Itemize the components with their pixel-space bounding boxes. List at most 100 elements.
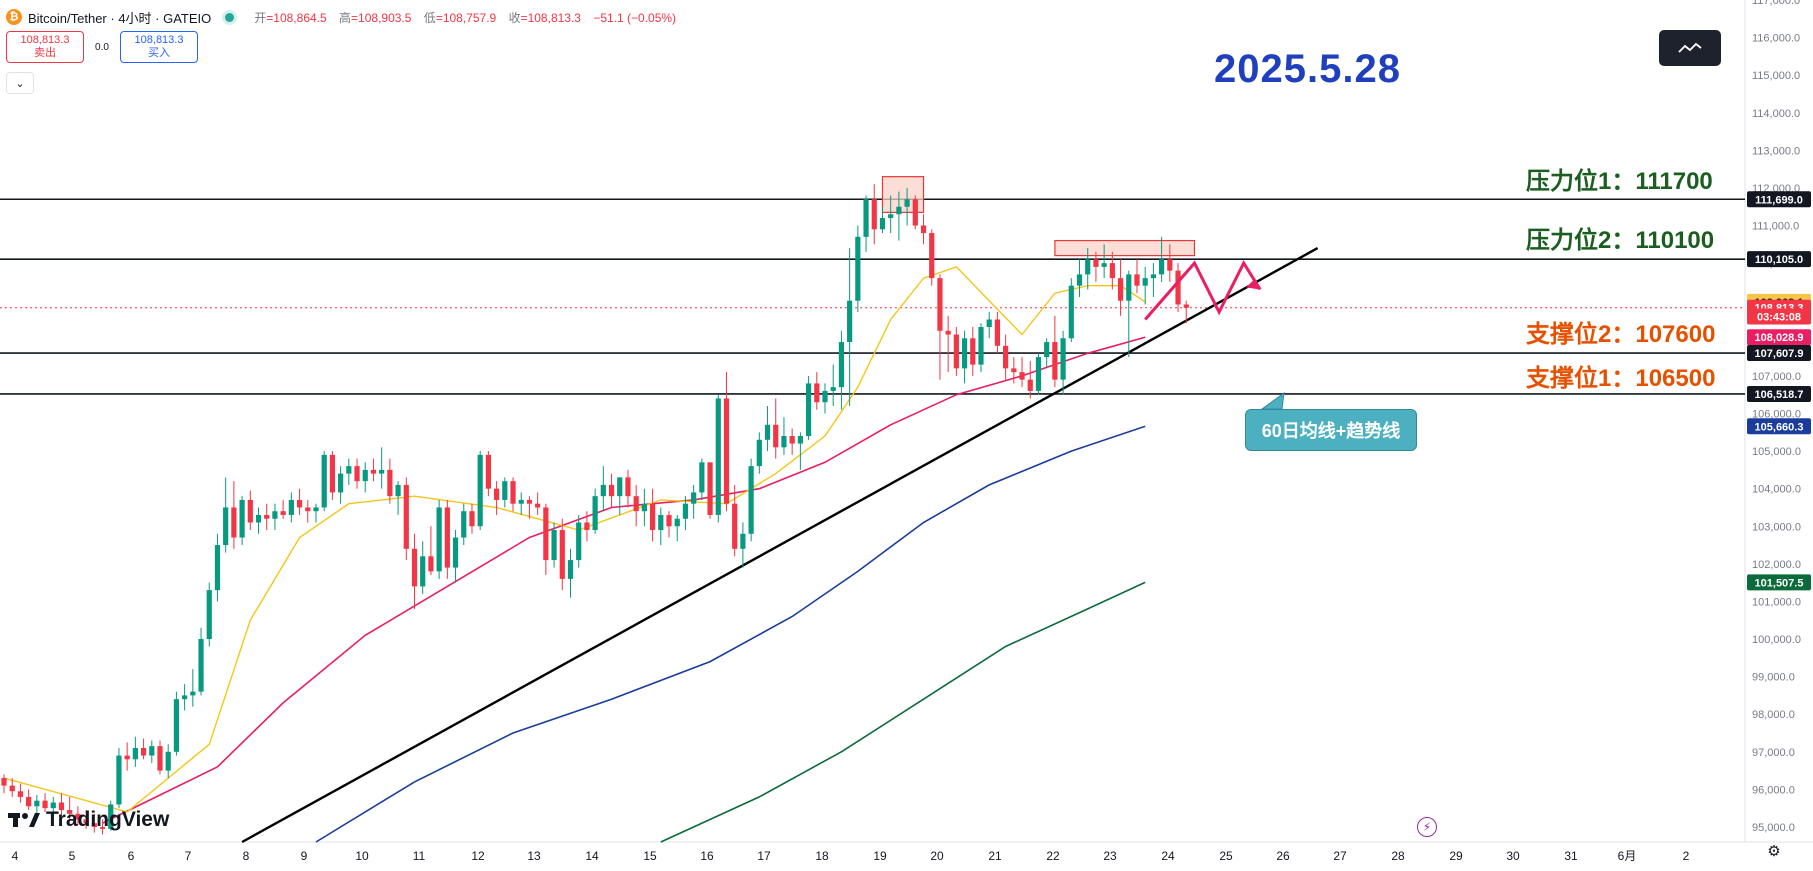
candle-body (1044, 342, 1050, 358)
candle-body (707, 462, 713, 515)
y-tick-label: 98,000.0 (1752, 709, 1795, 721)
candle-body (321, 454, 327, 508)
x-tick-label: 10 (355, 849, 369, 863)
x-tick-label: 15 (643, 849, 657, 863)
open-value: =108,864.5 (266, 10, 327, 25)
ma-mid-line (102, 336, 1146, 824)
candle-body (477, 454, 483, 527)
candle-body (912, 199, 918, 226)
price-tag-box (1747, 308, 1811, 325)
price-tag-box (1747, 345, 1811, 362)
candle-body (108, 804, 114, 829)
support-2-label: 支撑位2：107600 (1526, 321, 1716, 348)
candle-body (994, 319, 1001, 346)
lightning-icon[interactable]: ⚡ (1417, 817, 1437, 837)
candle-body (723, 398, 730, 504)
market-open-status-icon (225, 12, 235, 22)
x-tick-label: 26 (1276, 849, 1290, 863)
candle-body (1159, 259, 1165, 275)
x-tick-label: 17 (757, 849, 771, 863)
candle-body (904, 199, 910, 207)
price-tag-box (1747, 385, 1811, 402)
price-tag-label: 108,028.9 (1755, 332, 1804, 344)
candle-body (444, 507, 450, 568)
candle-body (699, 462, 705, 493)
candle-body (165, 751, 171, 771)
x-tick-label: 28 (1391, 849, 1405, 863)
gear-icon[interactable]: ⚙ (1767, 843, 1781, 860)
candle-body (1175, 270, 1181, 305)
candle-body (1011, 368, 1017, 373)
ma60-trendline-callout: 60日均线+趋势线 (1245, 409, 1417, 451)
y-tick-label: 114,000.0 (1752, 108, 1800, 120)
chart-style-button[interactable] (1659, 30, 1721, 66)
candle-body (1019, 372, 1025, 380)
collapse-legend-button[interactable]: ⌄ (6, 72, 34, 94)
candle-body (1150, 274, 1156, 279)
candle-body (75, 813, 81, 820)
candle-body (1035, 357, 1042, 391)
x-tick-label: 20 (930, 849, 944, 863)
resistance-1-label: 压力位1：111700 (1526, 168, 1713, 195)
x-tick-label: 24 (1161, 849, 1175, 863)
support-1-label: 支撑位1：106500 (1526, 365, 1716, 392)
chart-date-title: 2025.5.28 (1214, 47, 1401, 91)
candle-body (732, 503, 738, 549)
close-value: =108,813.3 (520, 10, 581, 25)
y-tick-label: 105,000.0 (1752, 446, 1801, 458)
candle-body (896, 206, 902, 215)
candle-body (362, 469, 368, 482)
price-tag-box (1747, 418, 1811, 435)
candle-body (395, 484, 401, 497)
tradingview-wordmark: TradingView (46, 808, 170, 831)
x-tick-label: 14 (585, 849, 599, 863)
candle-body (773, 424, 779, 448)
candle-body (354, 466, 360, 482)
candle-body (600, 484, 606, 497)
candle-body (485, 454, 491, 489)
candle-body (584, 522, 590, 531)
ma-short-line (3, 266, 1146, 813)
trendline[interactable] (241, 247, 1319, 844)
candle-body (649, 503, 656, 531)
candle-body (436, 507, 442, 572)
candle-body (617, 477, 623, 497)
candle-body (929, 233, 935, 279)
price-tag-label: 03:43:08 (1757, 312, 1801, 324)
sell-button[interactable]: 108,813.3 卖出 (6, 31, 84, 63)
tradingview-logo[interactable]: TradingView (8, 808, 169, 832)
ma-long-line (315, 425, 1146, 843)
candle-body (559, 530, 565, 579)
ohlc-readout: 开=108,864.5 高=108,903.5 低=108,757.9 收=10… (254, 9, 676, 26)
candle-body (379, 469, 385, 474)
candle-body (1183, 304, 1189, 308)
price-tag-label: 107,607.9 (1755, 348, 1804, 360)
candle-body (231, 507, 237, 538)
resistance-zone-box[interactable] (1054, 239, 1196, 257)
candle-body (970, 338, 976, 365)
open-label: 开 (254, 10, 267, 25)
x-tick-label: 13 (527, 849, 541, 863)
x-tick-label: 4 (12, 849, 19, 863)
candle-body (633, 496, 639, 512)
chart-header: ₿ Bitcoin/Tether · 4小时 · GATEIO 开=108,86… (6, 6, 676, 28)
buy-button[interactable]: 108,813.3 买入 (120, 31, 198, 63)
x-tick-label: 6月 (1618, 849, 1637, 863)
x-tick-label: 9 (301, 849, 308, 863)
sell-label: 卖出 (34, 47, 56, 59)
chevron-down-icon: ⌄ (15, 77, 25, 90)
x-tick-label: 30 (1506, 849, 1520, 863)
candle-body (264, 514, 270, 519)
candle-body (961, 338, 968, 369)
y-tick-label: 113,000.0 (1752, 145, 1800, 157)
candle-body (822, 390, 828, 403)
y-tick-label: 95,000.0 (1752, 822, 1795, 834)
low-label: 低 (423, 10, 436, 25)
candle-body (551, 530, 557, 561)
candle-body (543, 507, 549, 561)
symbol-title[interactable]: Bitcoin/Tether · 4小时 · GATEIO (28, 10, 212, 26)
candle-body (305, 507, 311, 512)
candle-body (206, 590, 212, 640)
candle-body (535, 503, 541, 508)
